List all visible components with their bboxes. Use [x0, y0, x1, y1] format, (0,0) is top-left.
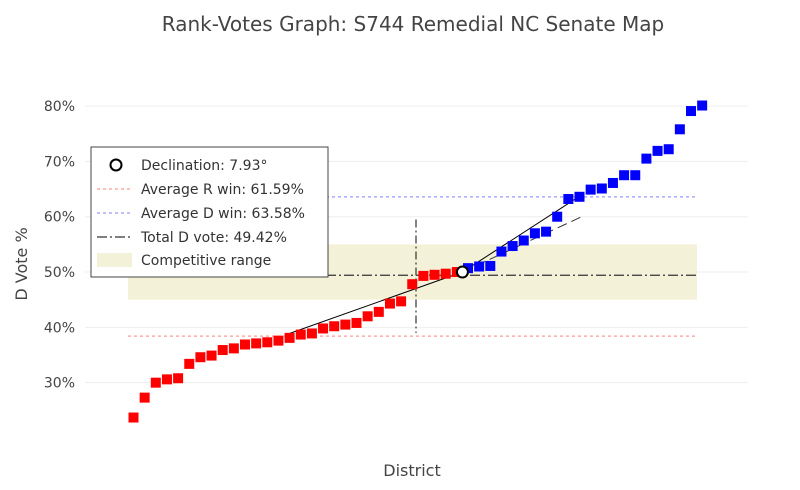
d-district-point — [619, 170, 630, 181]
legend-competitive-swatch — [97, 253, 132, 267]
d-district-point — [541, 226, 552, 237]
r-district-point — [407, 279, 418, 290]
r-district-point — [340, 319, 351, 330]
r-district-point — [396, 296, 407, 307]
d-district-point — [674, 124, 685, 135]
y-tick-label: 40% — [44, 320, 75, 336]
d-district-point — [529, 228, 540, 239]
r-district-point — [284, 332, 295, 343]
legend-label-declination: Declination: 7.93° — [141, 158, 267, 174]
r-district-point — [150, 377, 161, 388]
r-district-point — [228, 343, 239, 354]
y-tick-label: 50% — [44, 265, 75, 281]
d-district-point — [507, 241, 518, 252]
d-district-point — [585, 184, 596, 195]
r-district-point — [161, 374, 172, 385]
d-district-point — [574, 191, 585, 202]
r-district-point — [384, 298, 395, 309]
r-district-point — [306, 328, 317, 339]
r-district-point — [295, 329, 306, 340]
legend: Declination: 7.93° Average R win: 61.59% A… — [90, 146, 329, 278]
d-district-point — [686, 106, 696, 117]
y-axis-ticks: 30% 40% 50% 60% 70% 80% — [44, 99, 75, 392]
x-axis-label: District — [383, 461, 440, 480]
d-district-point — [563, 194, 574, 205]
r-district-point — [128, 412, 139, 423]
legend-declination-marker — [109, 158, 123, 172]
d-district-point — [663, 144, 674, 155]
r-district-point — [329, 321, 340, 332]
r-district-point — [173, 373, 184, 384]
r-district-point — [184, 358, 195, 369]
d-district-point — [474, 261, 485, 272]
r-district-point — [206, 350, 217, 361]
y-tick-label: 30% — [44, 376, 75, 392]
y-tick-label: 70% — [44, 154, 75, 170]
r-fit-line — [287, 271, 463, 335]
r-district-point — [373, 306, 384, 317]
d-district-point — [630, 170, 641, 181]
r-district-point — [240, 339, 250, 350]
legend-label-total_d: Total D vote: 49.42% — [140, 230, 287, 246]
y-axis-label: D Vote % — [12, 227, 31, 300]
r-district-point — [362, 311, 373, 322]
r-district-point — [273, 335, 284, 346]
d-district-point — [607, 177, 618, 188]
r-district-point — [195, 352, 206, 363]
legend-label-competitive: Competitive range — [141, 253, 271, 269]
d-district-point — [596, 183, 607, 194]
legend-label-avg_r: Average R win: 61.59% — [141, 182, 304, 198]
d-district-point — [485, 260, 496, 271]
legend-label-avg_d: Average D win: 63.58% — [141, 206, 305, 222]
d-district-point — [697, 100, 708, 111]
y-tick-label: 60% — [44, 210, 75, 226]
r-district-point — [139, 392, 150, 403]
declination-point — [455, 265, 469, 279]
d-district-point — [463, 263, 473, 274]
r-district-point — [251, 338, 262, 349]
d-district-point — [518, 235, 529, 246]
r-district-point — [318, 323, 329, 334]
r-district-point — [351, 317, 362, 328]
r-district-point — [429, 269, 440, 280]
r-district-point — [262, 337, 273, 348]
chart-title: Rank-Votes Graph: S744 Remedial NC Senat… — [162, 12, 664, 36]
d-fit-line — [462, 198, 577, 273]
r-district-point — [418, 270, 429, 281]
d-district-point — [552, 211, 563, 222]
y-tick-label: 80% — [44, 99, 75, 115]
d-district-point — [496, 246, 507, 257]
r-district-point — [440, 268, 451, 279]
d-district-point — [652, 145, 663, 156]
d-district-point — [641, 153, 652, 164]
r-district-point — [217, 345, 228, 356]
